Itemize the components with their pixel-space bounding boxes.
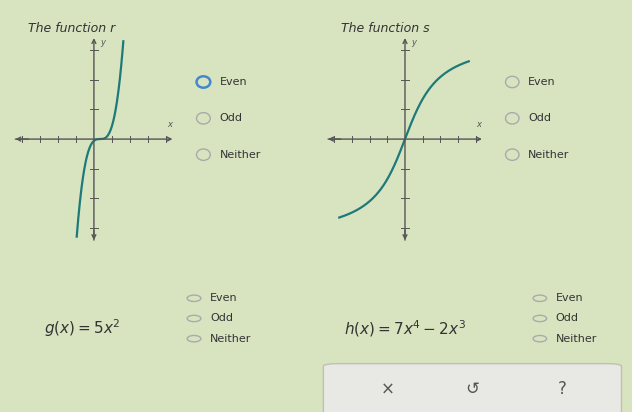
Text: ?: ?	[558, 380, 567, 398]
Text: ↺: ↺	[466, 380, 479, 398]
Text: Even: Even	[220, 77, 247, 87]
Text: y: y	[100, 38, 105, 47]
Text: Neither: Neither	[210, 334, 252, 344]
Text: Neither: Neither	[556, 334, 597, 344]
Text: Even: Even	[528, 77, 556, 87]
Text: ×: ×	[381, 380, 395, 398]
Text: The function s: The function s	[341, 22, 429, 35]
Text: Even: Even	[556, 293, 583, 303]
Text: Odd: Odd	[528, 113, 551, 123]
Text: Neither: Neither	[528, 150, 569, 160]
Text: Even: Even	[210, 293, 238, 303]
Text: $h\left(x\right) = 7x^{4} - 2x^{3}$: $h\left(x\right) = 7x^{4} - 2x^{3}$	[344, 318, 466, 339]
Text: Neither: Neither	[220, 150, 261, 160]
Text: Odd: Odd	[210, 314, 233, 323]
Text: x: x	[167, 120, 172, 129]
Text: Odd: Odd	[220, 113, 243, 123]
Text: The function r: The function r	[28, 22, 116, 35]
Text: y: y	[411, 38, 416, 47]
Text: $g\left(x\right) = 5x^{2}$: $g\left(x\right) = 5x^{2}$	[44, 318, 120, 339]
Text: x: x	[477, 120, 482, 129]
Text: Odd: Odd	[556, 314, 579, 323]
FancyBboxPatch shape	[324, 364, 621, 412]
